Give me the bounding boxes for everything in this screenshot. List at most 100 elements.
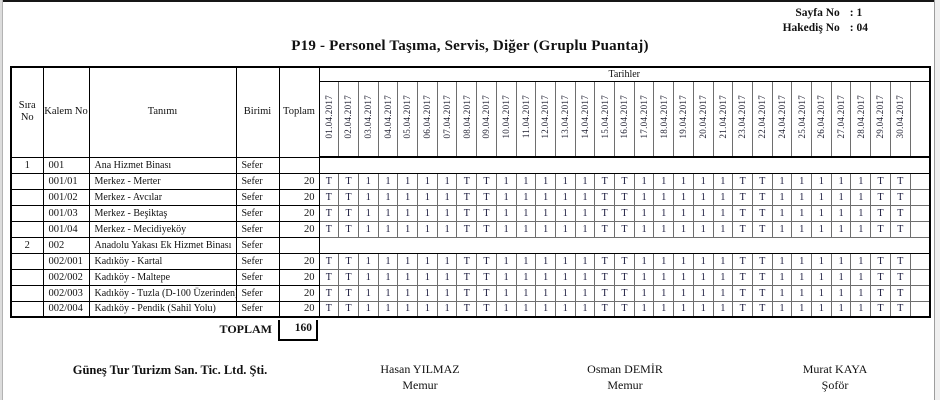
day-value-cell: 1 xyxy=(771,188,793,206)
scan-artifact-top-edge xyxy=(0,0,940,2)
day-value-cell: 1 xyxy=(850,172,872,190)
day-value-cell: 1 xyxy=(850,188,872,206)
day-value-cell: 1 xyxy=(397,300,419,318)
day-value-cell: T xyxy=(476,284,497,302)
date-column-header: 14.04.2017 xyxy=(574,80,596,158)
day-value-cell: 1 xyxy=(515,268,537,286)
date-column-header: 05.04.2017 xyxy=(397,80,419,158)
day-value-cell: 1 xyxy=(417,204,438,222)
day-value-cell: 1 xyxy=(633,268,655,286)
toplam-cell: 20 xyxy=(278,204,320,222)
date-column-header: 27.04.2017 xyxy=(830,80,852,158)
day-value-cell: 1 xyxy=(811,268,832,286)
date-label: 17.04.2017 xyxy=(638,94,649,139)
day-value-cell: 1 xyxy=(850,268,872,286)
day-value-cell: T xyxy=(614,300,635,318)
day-value-cell: 1 xyxy=(771,220,793,238)
date-column-header: 09.04.2017 xyxy=(476,80,497,158)
date-label: 26.04.2017 xyxy=(816,94,827,139)
signature-name: Hasan YILMAZ xyxy=(380,362,460,376)
sayfa-no-value: : 1 xyxy=(849,7,863,19)
date-column-header: 25.04.2017 xyxy=(791,80,813,158)
day-value-cell: 1 xyxy=(515,172,537,190)
date-column-header: 19.04.2017 xyxy=(673,80,694,158)
day-value-cell: 1 xyxy=(574,204,596,222)
day-value-cell: T xyxy=(889,268,911,286)
day-value-cell: 1 xyxy=(673,220,694,238)
day-value-cell: T xyxy=(732,268,753,286)
day-value-cell: 1 xyxy=(554,204,576,222)
day-value-cell: 1 xyxy=(771,300,793,318)
day-value-cell: T xyxy=(338,284,359,302)
day-value-cell: 1 xyxy=(535,284,556,302)
date-label: 19.04.2017 xyxy=(678,94,689,139)
date-label: 06.04.2017 xyxy=(422,94,433,139)
day-value-cell: T xyxy=(889,284,911,302)
day-value-cell: T xyxy=(870,268,891,286)
day-value-cell: T xyxy=(476,268,497,286)
day-value-cell: 1 xyxy=(377,220,399,238)
day-value-cell: T xyxy=(870,188,891,206)
day-value-cell: 1 xyxy=(357,300,379,318)
day-value-cell: T xyxy=(889,172,911,190)
date-label: 10.04.2017 xyxy=(501,94,511,139)
date-label: 01.04.2017 xyxy=(323,94,334,139)
detail-row: 002/001 Kadıköy - Kartal Sefer 20 T T 1 1 1 1 1 T T 1… xyxy=(10,252,931,270)
day-value-cell: 1 xyxy=(515,284,537,302)
day-value-cell: 1 xyxy=(417,300,438,318)
day-value-cell: T xyxy=(751,252,773,270)
day-value-cell: 1 xyxy=(436,284,458,302)
tanim-cell: Ana Hizmet Binası xyxy=(88,156,237,174)
day-value-cell: T xyxy=(318,204,340,222)
day-value-cell: 1 xyxy=(830,204,852,222)
day-value-cell: 1 xyxy=(377,172,399,190)
day-value-cell: 1 xyxy=(515,252,537,270)
day-value-cell: 1 xyxy=(633,220,655,238)
date-label: 03.04.2017 xyxy=(363,94,374,139)
day-value-cell: 1 xyxy=(495,220,517,238)
day-value-cell: 1 xyxy=(692,252,714,270)
detail-row: 002/004 Kadıköy - Pendik (Sahil Yolu) Sefe… xyxy=(10,300,931,318)
grand-total-value: 160 xyxy=(278,320,318,341)
day-value-cell: 1 xyxy=(377,300,399,318)
day-value-cell: 1 xyxy=(712,300,734,318)
day-value-cell: 1 xyxy=(653,252,675,270)
hakedis-no-label: Hakediş No xyxy=(782,21,840,34)
day-value-cell: 1 xyxy=(574,188,596,206)
kalem-no-cell: 001/01 xyxy=(42,172,90,190)
day-value-cell: 1 xyxy=(830,268,852,286)
signature-company: Güneş Tur Turizm San. Tic. Ltd. Şti. xyxy=(40,362,300,378)
day-value-cell xyxy=(909,204,931,222)
date-column-header: 22.04.2017 xyxy=(751,80,773,158)
day-value-cell: T xyxy=(594,252,616,270)
day-value-cell: 1 xyxy=(417,252,438,270)
day-value-cell: 1 xyxy=(377,204,399,222)
day-value-cell: T xyxy=(456,172,478,190)
day-value-cell xyxy=(909,300,931,318)
tanim-cell: Merkez - Merter xyxy=(88,172,237,190)
date-label: 29.04.2017 xyxy=(875,94,886,139)
date-column-header: 02.04.2017 xyxy=(338,80,359,158)
day-value-cell: 1 xyxy=(495,188,517,206)
detail-row: 001/02 Merkez - Avcılar Sefer 20 T T 1 1 1 1 1 T T 1 1… xyxy=(10,188,931,206)
date-label: 13.04.2017 xyxy=(560,94,571,139)
day-value-cell: 1 xyxy=(357,204,379,222)
date-column-header: 04.04.2017 xyxy=(377,80,399,158)
toplam-cell: 20 xyxy=(278,188,320,206)
date-column-header: 26.04.2017 xyxy=(811,80,832,158)
date-label: 09.04.2017 xyxy=(481,94,492,139)
kalem-no-cell: 002/001 xyxy=(42,252,90,270)
day-value-cell: 1 xyxy=(554,300,576,318)
day-value-cell: 1 xyxy=(791,284,813,302)
group-row: 2 002 Anadolu Yakası Ek Hizmet Binası Sefer xyxy=(10,236,931,254)
day-value-cell: 1 xyxy=(574,252,596,270)
day-value-cell: 1 xyxy=(712,188,734,206)
date-column-header: 24.04.2017 xyxy=(771,80,793,158)
day-value-cell: 1 xyxy=(771,204,793,222)
toplam-cell: 20 xyxy=(278,268,320,286)
date-column-header: 28.04.2017 xyxy=(850,80,872,158)
day-value-cell: T xyxy=(476,204,497,222)
day-value-cell: T xyxy=(456,284,478,302)
signature-company-name: Güneş Tur Turizm San. Tic. Ltd. Şti. xyxy=(72,363,268,377)
date-column-header: 21.04.2017 xyxy=(712,80,734,158)
